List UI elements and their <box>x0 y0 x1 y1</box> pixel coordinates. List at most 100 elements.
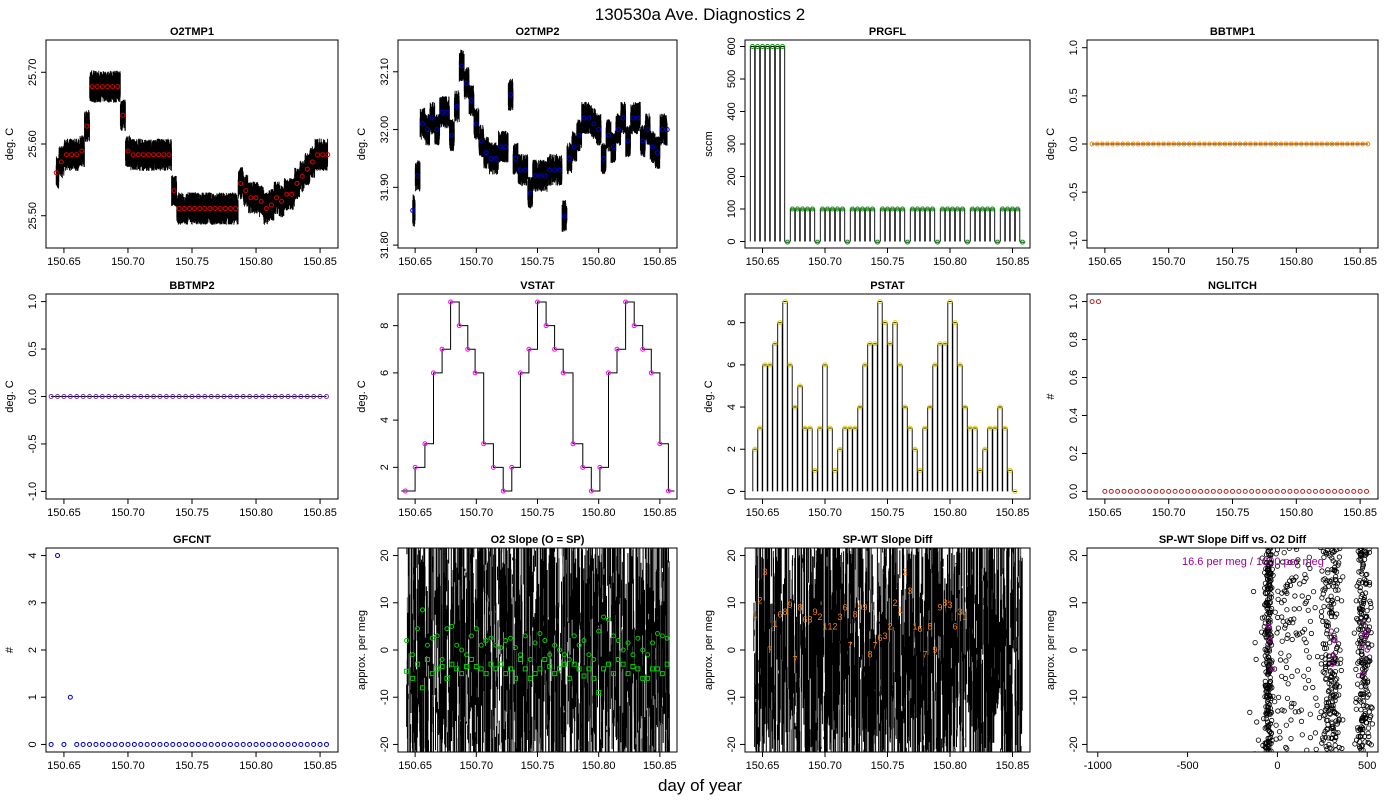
data-point <box>1150 141 1156 147</box>
x-tick-label: 150.65 <box>47 507 81 519</box>
data-point <box>112 394 118 399</box>
data-point <box>1311 589 1317 595</box>
data-point <box>192 206 198 212</box>
data-point <box>1269 684 1275 691</box>
data-point <box>1334 595 1340 602</box>
data-point <box>1089 299 1095 305</box>
data-point <box>1361 712 1368 718</box>
y-tick-label: 25.60 <box>27 130 39 158</box>
data-point <box>860 206 865 212</box>
data-point <box>1332 737 1338 743</box>
data-point <box>106 741 112 747</box>
data-point <box>1264 688 1270 694</box>
data-point <box>512 155 518 161</box>
data-point <box>1329 719 1335 725</box>
data-point <box>867 341 873 347</box>
data-point <box>1365 141 1371 147</box>
data-point <box>1344 141 1350 147</box>
data-point <box>1332 683 1338 689</box>
data-point <box>1339 745 1345 752</box>
data-point <box>227 394 233 399</box>
y-axis-label: approx. per meg <box>356 610 368 690</box>
data-point-circle <box>503 638 509 644</box>
data-point <box>1270 693 1276 699</box>
data-point <box>1110 141 1116 147</box>
data-point <box>1361 622 1367 629</box>
y-axis-label: deg. C <box>356 380 368 412</box>
data-point <box>1236 488 1242 494</box>
data-point <box>1274 630 1280 636</box>
data-point <box>1352 741 1358 747</box>
data-point <box>1368 713 1374 719</box>
data-point <box>795 206 800 212</box>
data-point <box>597 464 603 470</box>
x-tick-label: 150.85 <box>643 256 677 268</box>
data-point <box>454 103 460 109</box>
data-point <box>601 155 607 161</box>
y-tick-label: 10 <box>379 597 391 609</box>
data-point <box>992 425 998 431</box>
data-point <box>1263 566 1269 572</box>
raw-trace <box>55 70 329 225</box>
x-tick-label: 150.75 <box>1216 507 1250 519</box>
raw-trace <box>412 49 668 232</box>
data-point <box>792 404 798 410</box>
data-point <box>1120 141 1126 147</box>
data-point <box>1305 666 1312 672</box>
data-point <box>1274 563 1281 569</box>
data-point <box>1355 727 1361 733</box>
data-point <box>1358 568 1364 574</box>
data-point-square <box>503 671 509 677</box>
data-point <box>1366 582 1373 588</box>
data-point <box>1364 580 1370 587</box>
data-point <box>465 346 471 352</box>
data-point <box>1217 488 1223 494</box>
data-point <box>1267 709 1273 715</box>
data-point <box>1230 488 1235 494</box>
data-label: 8 <box>782 607 787 617</box>
data-point <box>1358 691 1364 698</box>
data-point <box>610 144 616 150</box>
data-point <box>1296 606 1302 612</box>
data-point <box>208 394 214 399</box>
x-tick-label: 150.70 <box>1152 256 1186 268</box>
y-tick-label: 6 <box>726 362 738 368</box>
y-tick-label: 0 <box>726 238 738 244</box>
data-point <box>233 206 239 212</box>
data-point <box>947 299 953 305</box>
data-point <box>1356 557 1362 563</box>
x-tick-label: 150.65 <box>746 760 780 772</box>
data-label: 2 <box>902 567 907 577</box>
data-point <box>1361 698 1367 704</box>
data-point <box>1362 629 1368 636</box>
data-label: 8 <box>797 603 802 613</box>
data-point <box>1288 704 1294 710</box>
data-point <box>183 394 189 399</box>
data-point <box>560 370 566 376</box>
data-point-square <box>605 661 611 667</box>
data-point <box>1322 707 1329 713</box>
data-point <box>1222 141 1228 147</box>
data-point <box>272 394 278 399</box>
data-point <box>1191 488 1197 494</box>
data-point <box>1358 726 1364 732</box>
data-point <box>1364 488 1370 494</box>
data-point-circle <box>478 642 484 648</box>
data-point <box>910 206 915 212</box>
data-point-circle <box>415 626 421 632</box>
data-point <box>1267 694 1273 700</box>
data-point <box>227 206 233 212</box>
x-tick-label: 150.75 <box>1216 256 1250 268</box>
y-tick-label: 1.0 <box>27 294 39 309</box>
data-point <box>1324 726 1331 733</box>
data-point <box>1282 622 1289 628</box>
data-point <box>1330 549 1336 556</box>
data-point-circle <box>650 640 656 646</box>
data-point <box>99 394 105 399</box>
y-axis-label: deg. C <box>356 128 368 160</box>
plot-area <box>752 299 1018 494</box>
data-point <box>1263 704 1269 710</box>
data-point <box>1261 488 1267 494</box>
data-point <box>1302 600 1308 607</box>
data-point-circle <box>664 635 670 641</box>
